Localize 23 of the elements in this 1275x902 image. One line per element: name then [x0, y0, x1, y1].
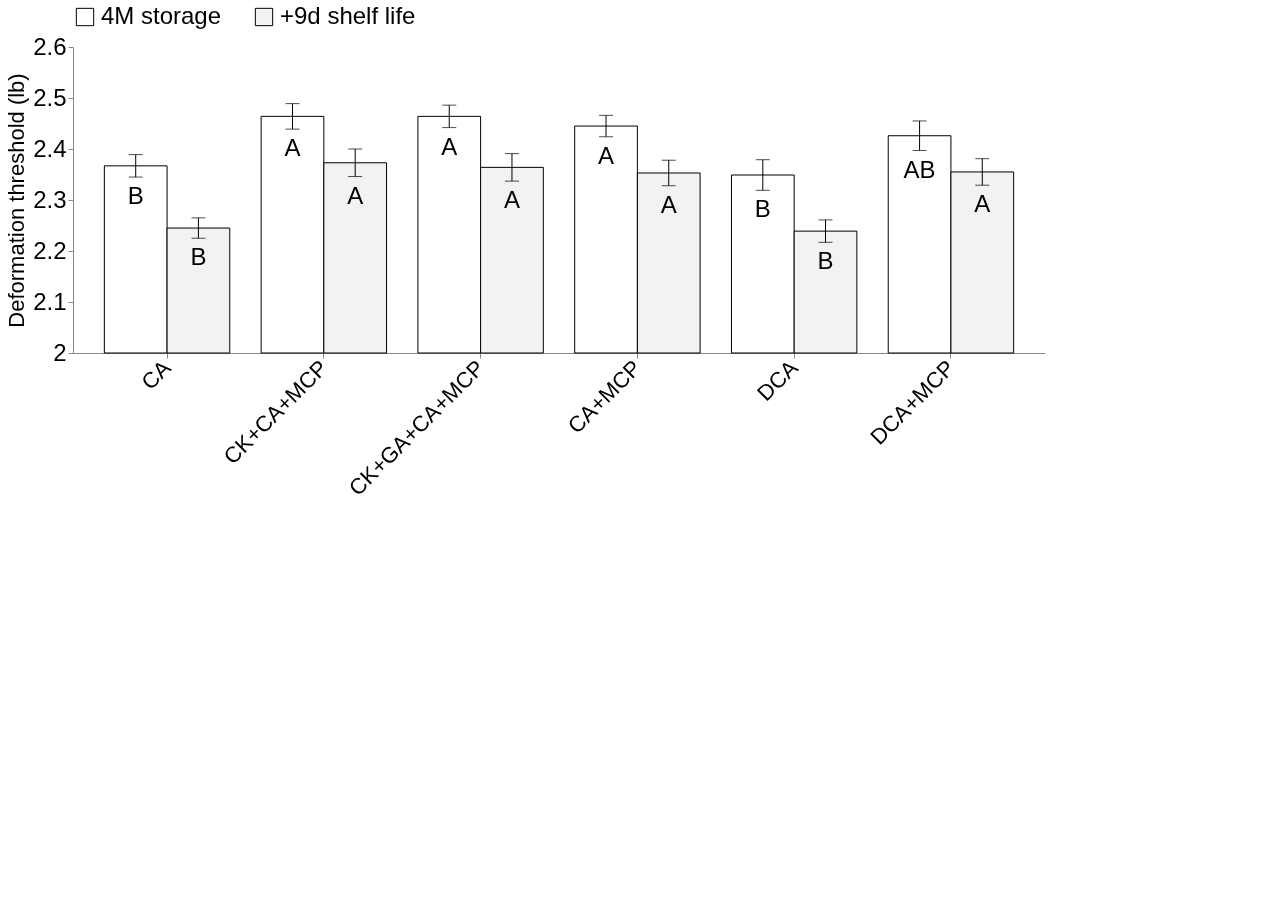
legend-label: +9d shelf life — [280, 2, 416, 29]
y-tick-label: 2.5 — [33, 83, 67, 111]
data-label: A — [441, 132, 458, 160]
y-tick-label: 2.3 — [33, 185, 67, 213]
y-axis-title: Deformation threshold (lb) — [4, 73, 30, 328]
y-tick-label: 2.1 — [33, 287, 67, 315]
data-label: A — [660, 190, 677, 218]
data-label: A — [347, 181, 364, 209]
y-tick-label: 2.6 — [33, 32, 67, 60]
data-label: AB — [903, 155, 936, 183]
data-label: A — [598, 141, 615, 169]
data-label: A — [284, 134, 301, 162]
data-label: A — [503, 186, 520, 214]
y-tick-label: 2 — [53, 338, 67, 366]
data-label: B — [127, 182, 144, 210]
data-label: B — [754, 195, 771, 223]
legend-label: 4M storage — [101, 2, 222, 29]
data-label: B — [817, 247, 834, 275]
x-tick-label: CA — [136, 355, 176, 395]
data-label: A — [974, 190, 991, 218]
y-tick-label: 2.4 — [33, 134, 67, 162]
data-label: B — [190, 243, 207, 271]
y-tick-label: 2.2 — [33, 236, 67, 264]
